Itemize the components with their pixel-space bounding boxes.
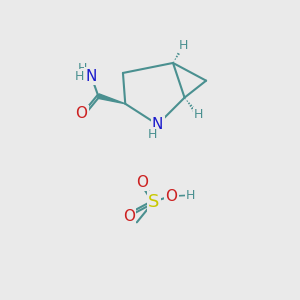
- Text: O: O: [136, 175, 148, 190]
- Text: H: H: [78, 62, 88, 75]
- Text: O: O: [75, 106, 87, 121]
- Text: H: H: [179, 39, 188, 52]
- Polygon shape: [98, 94, 125, 104]
- Text: H: H: [75, 70, 85, 83]
- Text: O: O: [166, 189, 178, 204]
- Text: H: H: [186, 189, 195, 202]
- Text: H: H: [194, 108, 203, 121]
- Text: S: S: [148, 193, 159, 211]
- Text: H: H: [148, 128, 157, 141]
- Text: N: N: [86, 68, 97, 83]
- Text: O: O: [123, 209, 135, 224]
- Text: N: N: [152, 117, 163, 132]
